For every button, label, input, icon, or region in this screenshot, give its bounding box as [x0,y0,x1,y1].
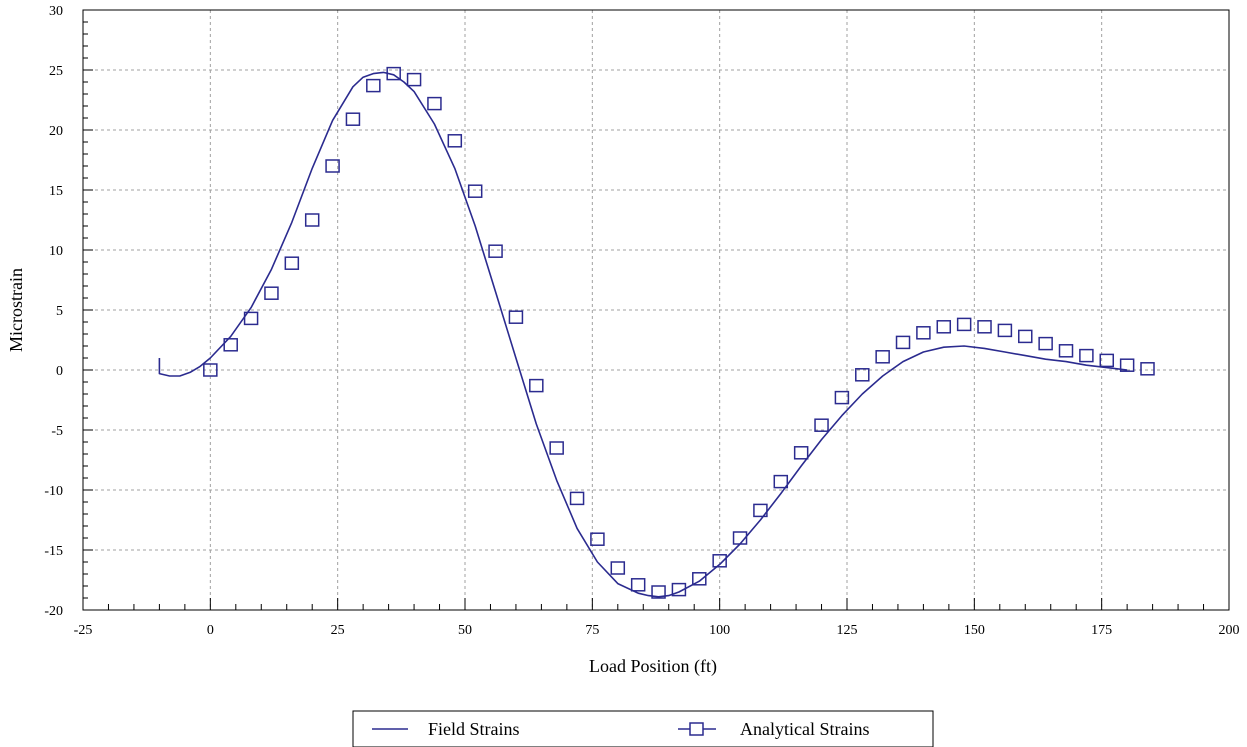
analytical-strain-marker [895,335,911,350]
legend-label-analytical-strains: Analytical Strains [740,719,869,739]
analytical-strain-marker [1038,336,1053,351]
legend: Field Strains Analytical Strains [352,710,934,747]
analytical-strain-marker [977,320,992,334]
analytical-strain-marker [671,582,687,597]
series-layer [158,66,1155,599]
y-tick-label: 20 [49,124,63,139]
analytical-strain-marker [651,585,666,599]
x-tick-label: 200 [1219,623,1240,638]
analytical-strain-marker [1018,329,1033,344]
y-tick-label: -15 [44,544,63,559]
legend-square-marker-icon [689,722,704,736]
analytical-strain-marker [773,474,789,489]
x-tick-label: 50 [458,623,472,638]
analytical-strain-marker [855,368,870,382]
analytical-strain-marker [264,286,279,300]
x-tick-label: -25 [74,623,93,638]
analytical-strain-marker [366,78,381,93]
analytical-strain-marker [997,323,1013,338]
x-tick-label: 100 [709,623,730,638]
y-tick-label: -20 [44,604,63,619]
analytical-strain-marker [630,578,646,592]
analytical-strain-marker [243,311,259,326]
analytical-strain-marker [712,554,727,568]
x-tick-label: 75 [585,623,599,638]
y-axis-title: Microstrain [6,268,26,352]
analytical-strain-marker [345,112,361,126]
y-tick-label: 25 [49,64,63,79]
analytical-strain-marker [936,320,952,334]
field-strains-line [158,71,1128,598]
analytical-strain-marker [916,326,931,340]
analytical-strain-marker [406,72,422,87]
analytical-strain-marker [529,378,544,393]
analytical-strain-marker [1058,344,1074,358]
grid-layer [83,10,1229,610]
x-tick-label: 175 [1091,623,1112,638]
y-tick-label: 5 [56,304,63,319]
analytical-strain-marker [1119,358,1135,372]
analytical-strain-marker [569,491,585,506]
y-tick-label: 15 [49,184,63,199]
y-tick-label: -10 [44,484,63,499]
x-tick-label: 150 [964,623,985,638]
y-tick-label: 0 [56,364,63,379]
analytical-strain-marker [814,418,829,432]
analytical-strain-marker [1079,348,1094,363]
analytical-strain-marker [692,572,707,586]
analytical-strain-marker [753,503,768,518]
analytical-strain-marker [304,213,320,227]
analytical-strain-marker [427,96,442,111]
analytical-strain-marker [284,256,300,270]
analytical-strain-marker [956,317,972,332]
x-tick-label: 25 [331,623,345,638]
legend-label-field-strains: Field Strains [428,719,520,739]
y-tick-label: 30 [49,4,63,19]
analytical-strain-marker [386,66,401,81]
analytical-strain-marker [610,561,626,575]
analytical-strain-marker [1099,353,1115,368]
analytical-strain-marker [203,363,218,377]
analytical-strain-marker [447,134,463,148]
y-tick-label: -5 [51,424,63,439]
analytical-strain-marker [508,310,524,324]
analytical-strain-marker [834,390,850,405]
legend-box [352,710,934,747]
analytical-strain-marker [793,446,809,460]
axis-layer: -25 0 25 50 75 100 125 150 175 200 -20 -15 -10 -5 0 5 10… [44,4,1239,638]
x-axis-title: Load Position (ft) [589,656,717,677]
analytical-strain-marker [467,184,483,198]
x-tick-label: 125 [837,623,858,638]
x-tick-label: 0 [207,623,214,638]
analytical-strain-marker [590,532,605,546]
analytical-strain-marker [1140,362,1155,376]
analytical-strain-marker [223,338,238,352]
analytical-strain-marker [325,159,340,173]
analytical-strain-marker [488,244,503,258]
analytical-strain-marker [875,350,890,364]
analytical-strain-marker [732,531,748,545]
y-tick-label: 10 [49,244,63,259]
analytical-strain-marker [549,441,564,455]
